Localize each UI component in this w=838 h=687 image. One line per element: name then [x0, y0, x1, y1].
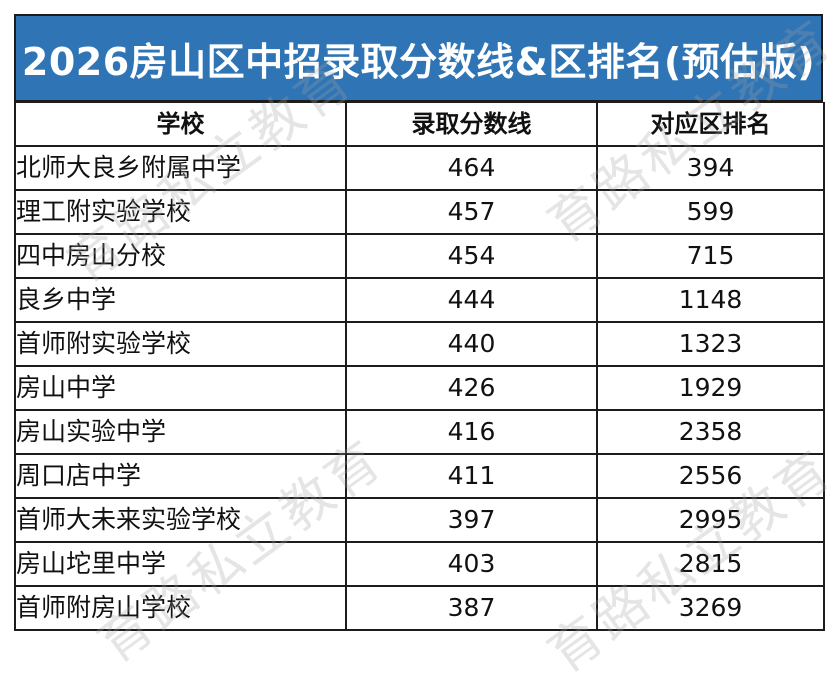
rank-cell: 599	[596, 189, 825, 235]
school-cell: 北师大良乡附属中学	[14, 145, 347, 191]
school-cell: 首师大未来实验学校	[14, 497, 347, 543]
score-cell: 464	[345, 145, 598, 191]
score-table-sheet: 2026房山区中招录取分数线&区排名(预估版) 学校 录取分数线 对应区排名 北…	[14, 14, 825, 637]
school-cell: 首师附实验学校	[14, 321, 347, 367]
school-cell: 房山坨里中学	[14, 541, 347, 587]
rank-cell: 2815	[596, 541, 825, 587]
rank-cell: 1929	[596, 365, 825, 411]
score-cell: 397	[345, 497, 598, 543]
school-cell: 首师附房山学校	[14, 585, 347, 631]
school-cell: 理工附实验学校	[14, 189, 347, 235]
score-cell: 411	[345, 453, 598, 499]
header-score: 录取分数线	[345, 102, 598, 147]
rank-cell: 1323	[596, 321, 825, 367]
score-cell: 426	[345, 365, 598, 411]
rank-cell: 715	[596, 233, 825, 279]
table-row: 周口店中学 411 2556	[14, 453, 825, 499]
header-row: 学校 录取分数线 对应区排名	[14, 102, 825, 147]
score-table: 学校 录取分数线 对应区排名 北师大良乡附属中学 464 394 理工附实验学校…	[14, 102, 825, 631]
score-cell: 403	[345, 541, 598, 587]
school-cell: 良乡中学	[14, 277, 347, 323]
school-cell: 周口店中学	[14, 453, 347, 499]
rank-cell: 2995	[596, 497, 825, 543]
score-cell: 440	[345, 321, 598, 367]
score-cell: 457	[345, 189, 598, 235]
rank-cell: 3269	[596, 585, 825, 631]
table-row: 理工附实验学校 457 599	[14, 189, 825, 235]
score-cell: 454	[345, 233, 598, 279]
table-row: 首师大未来实验学校 397 2995	[14, 497, 825, 543]
rank-cell: 394	[596, 145, 825, 191]
score-cell: 444	[345, 277, 598, 323]
score-cell: 387	[345, 585, 598, 631]
rank-cell: 2358	[596, 409, 825, 455]
table-row: 首师附房山学校 387 3269	[14, 585, 825, 631]
page-title: 2026房山区中招录取分数线&区排名(预估版)	[21, 39, 816, 84]
school-cell: 房山实验中学	[14, 409, 347, 455]
rank-cell: 1148	[596, 277, 825, 323]
table-row: 首师附实验学校 440 1323	[14, 321, 825, 367]
table-row: 良乡中学 444 1148	[14, 277, 825, 323]
header-rank: 对应区排名	[596, 102, 825, 147]
rank-cell: 2556	[596, 453, 825, 499]
score-cell: 416	[345, 409, 598, 455]
table-row: 北师大良乡附属中学 464 394	[14, 145, 825, 191]
table-row: 四中房山分校 454 715	[14, 233, 825, 279]
title-banner: 2026房山区中招录取分数线&区排名(预估版)	[14, 14, 823, 102]
school-cell: 房山中学	[14, 365, 347, 411]
header-school: 学校	[14, 102, 347, 147]
school-cell: 四中房山分校	[14, 233, 347, 279]
table-row: 房山坨里中学 403 2815	[14, 541, 825, 587]
table-row: 房山实验中学 416 2358	[14, 409, 825, 455]
table-row: 房山中学 426 1929	[14, 365, 825, 411]
